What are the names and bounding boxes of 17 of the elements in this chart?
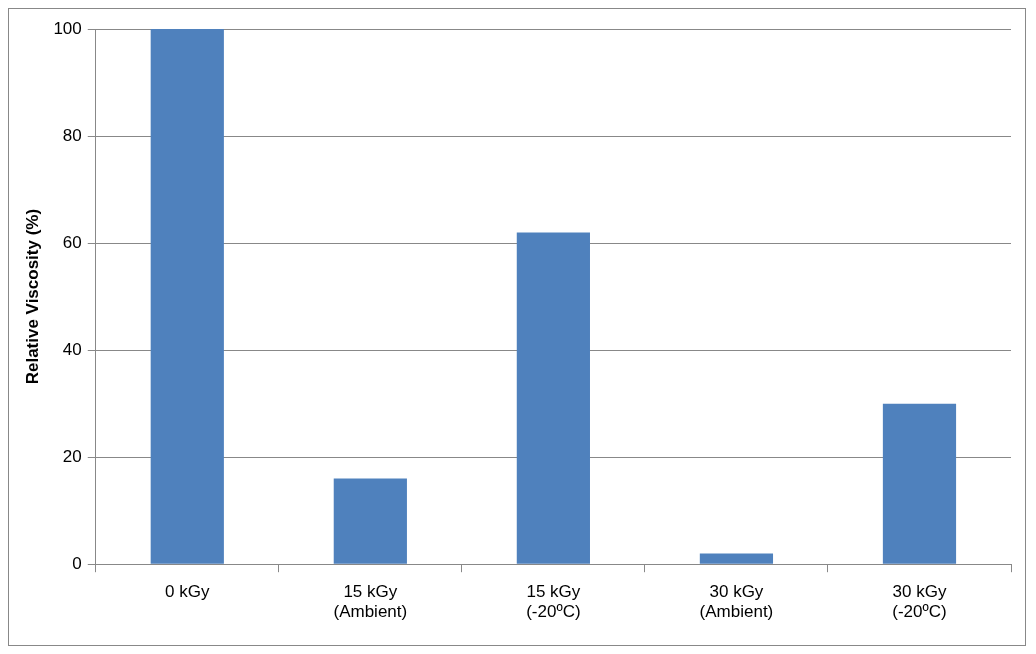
y-axis-title: Relative Viscosity (%) (22, 208, 42, 385)
y-tick-label: 40 (62, 339, 82, 359)
bar (516, 232, 590, 564)
bar (333, 478, 407, 564)
bar (699, 553, 774, 564)
y-tick-label: 20 (62, 446, 82, 466)
x-tick-label: 30 kGy (-20ºC) (892, 582, 947, 622)
y-tick-label: 80 (62, 125, 82, 145)
y-tick-label: 100 (53, 18, 82, 38)
y-tick-label: 60 (62, 232, 82, 252)
x-tick-label: 15 kGy (Ambient) (333, 582, 408, 622)
x-tick-label: 15 kGy (-20ºC) (526, 582, 581, 622)
bar (150, 29, 224, 564)
y-tick-label: 0 (72, 553, 82, 573)
x-tick-label: 30 kGy (Ambient) (699, 582, 774, 622)
bar (882, 403, 957, 564)
x-tick-label: 0 kGy (165, 582, 210, 602)
